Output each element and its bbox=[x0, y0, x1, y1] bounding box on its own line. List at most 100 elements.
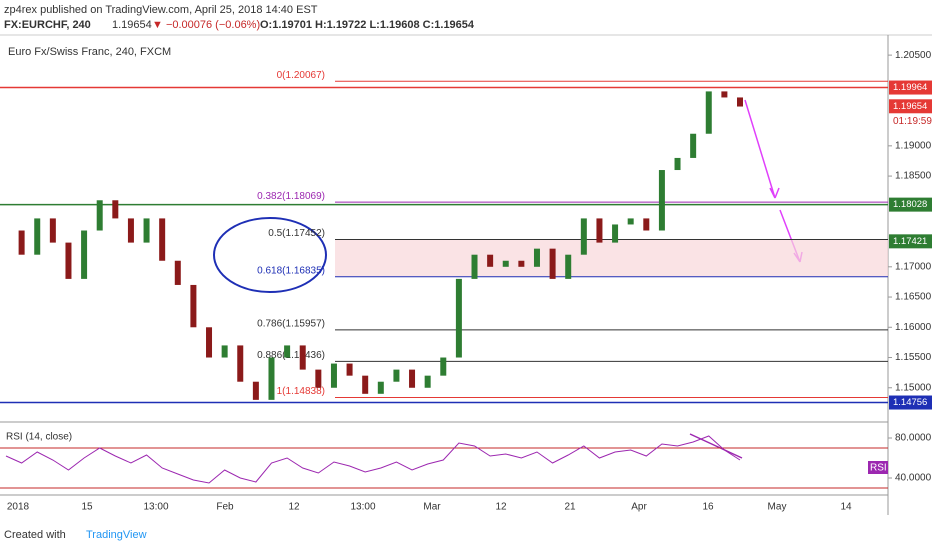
time-label: 12 bbox=[288, 502, 300, 513]
candle bbox=[580, 218, 587, 255]
ohlc: O:1.19701 H:1.19722 L:1.19608 C:1.19654 bbox=[260, 19, 475, 31]
candle bbox=[206, 327, 213, 358]
circle-annotation bbox=[213, 217, 327, 293]
time-label: 12 bbox=[495, 502, 507, 513]
candle bbox=[96, 200, 103, 231]
price-tick-label: 1.20500 bbox=[895, 50, 932, 61]
price-tick-label: 1.17000 bbox=[895, 261, 932, 272]
candle bbox=[174, 260, 181, 285]
candle bbox=[658, 170, 665, 231]
candle bbox=[455, 278, 462, 358]
candle bbox=[143, 218, 150, 243]
footer-created: Created with bbox=[4, 529, 66, 541]
fib-zone bbox=[335, 239, 888, 277]
candle bbox=[674, 157, 681, 171]
candle bbox=[596, 218, 603, 243]
candle bbox=[424, 375, 431, 388]
candle bbox=[643, 218, 650, 231]
price-label-bg bbox=[889, 99, 932, 114]
time-label: 13:00 bbox=[350, 502, 375, 513]
candle bbox=[237, 345, 244, 382]
candle bbox=[49, 218, 56, 243]
publisher: zp4rex published on TradingView.com, Apr… bbox=[4, 4, 318, 16]
time-label: 16 bbox=[702, 502, 714, 513]
price-label-bg bbox=[889, 234, 932, 249]
price-tick-label: 1.18500 bbox=[895, 171, 932, 182]
candle bbox=[409, 369, 416, 388]
symbol: FX:EURCHF, 240 bbox=[4, 19, 91, 31]
price-tick-label: 1.16500 bbox=[895, 292, 932, 303]
price-label: 1.14756 bbox=[893, 397, 927, 408]
time-label: 13:00 bbox=[143, 502, 168, 513]
candle bbox=[112, 200, 119, 219]
candle bbox=[705, 91, 712, 134]
arrows bbox=[744, 99, 803, 263]
rsi-tick-label: 40.0000 bbox=[895, 473, 932, 484]
candle bbox=[440, 357, 447, 376]
price-label: 1.18028 bbox=[893, 199, 927, 210]
candle bbox=[221, 345, 228, 358]
candle bbox=[533, 248, 540, 267]
candle bbox=[612, 224, 619, 243]
time-label: 2018 bbox=[7, 502, 30, 513]
candle bbox=[127, 218, 134, 243]
rsi-line bbox=[5, 435, 741, 484]
change: ▼ −0.00076 (−0.06%) bbox=[152, 19, 260, 31]
price-tick-label: 1.16000 bbox=[895, 322, 932, 333]
price-label-bg bbox=[889, 80, 932, 95]
time-label: 15 bbox=[81, 502, 93, 513]
rsi-title: RSI (14, close) bbox=[6, 432, 72, 443]
candle bbox=[330, 363, 337, 388]
candle bbox=[565, 254, 572, 279]
candle bbox=[190, 284, 197, 328]
price-label-bg bbox=[889, 395, 932, 410]
price-label-bg bbox=[889, 197, 932, 212]
price-tick-label: 1.15000 bbox=[895, 382, 932, 393]
candle bbox=[299, 345, 306, 370]
candle bbox=[690, 133, 697, 158]
subtitle: Euro Fx/Swiss Franc, 240, FXCM bbox=[8, 46, 171, 58]
fib-label: 0.886(1.15436) bbox=[257, 350, 325, 361]
candle bbox=[377, 381, 384, 394]
price-tick-label: 1.19000 bbox=[895, 140, 932, 151]
candle bbox=[159, 218, 166, 261]
fib-label: 0.5(1.17452) bbox=[268, 228, 325, 239]
footer-brand: TradingView bbox=[86, 529, 147, 541]
time-label: 14 bbox=[840, 502, 852, 513]
price-label: 1.17421 bbox=[893, 236, 927, 247]
price-label: 1.19654 bbox=[893, 101, 927, 112]
time-label: May bbox=[768, 502, 787, 513]
candle bbox=[518, 260, 525, 267]
fib-label: 0.618(1.16835) bbox=[257, 265, 325, 276]
candle bbox=[627, 218, 634, 225]
candle bbox=[315, 369, 322, 388]
candle bbox=[487, 254, 494, 267]
candle bbox=[284, 345, 291, 358]
rsi-tick-label: 80.0000 bbox=[895, 433, 932, 444]
fib-label: 0.382(1.18069) bbox=[257, 191, 325, 202]
candle bbox=[252, 381, 259, 400]
candle bbox=[721, 91, 728, 98]
candle bbox=[393, 369, 400, 382]
candle bbox=[549, 248, 556, 279]
countdown: 01:19:59 bbox=[893, 116, 932, 127]
fib-label: 0.786(1.15957) bbox=[257, 319, 325, 330]
time-label: Mar bbox=[423, 502, 441, 513]
rsi-tag: RSI bbox=[870, 463, 887, 474]
rsi-tag-bg bbox=[868, 461, 888, 474]
candle bbox=[81, 230, 88, 279]
candle bbox=[18, 230, 25, 255]
candle bbox=[65, 242, 72, 279]
time-label: 21 bbox=[564, 502, 576, 513]
rsi-divergence bbox=[689, 433, 743, 459]
candle bbox=[737, 97, 743, 107]
candle bbox=[34, 218, 41, 255]
fib-label: 0(1.20067) bbox=[277, 70, 325, 81]
candle bbox=[346, 363, 353, 376]
time-label: Apr bbox=[631, 502, 647, 513]
last: 1.19654 bbox=[112, 19, 152, 31]
candle bbox=[268, 357, 275, 400]
candle bbox=[502, 260, 509, 267]
price-label: 1.19964 bbox=[893, 82, 927, 93]
